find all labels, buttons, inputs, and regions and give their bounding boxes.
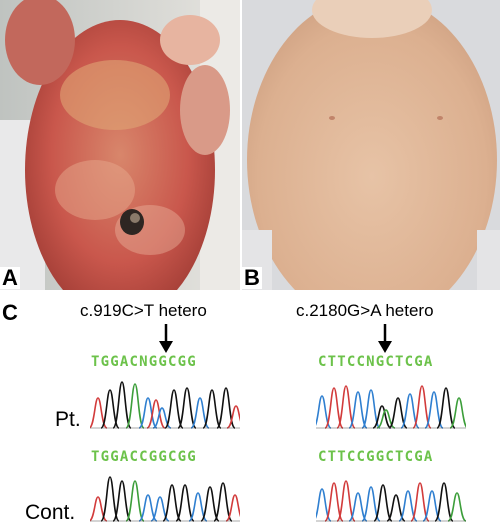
trace-peak xyxy=(336,480,356,522)
trace-peak xyxy=(190,397,210,429)
trace-peak xyxy=(112,381,132,429)
trace-peak xyxy=(324,482,344,522)
trace-peak xyxy=(175,484,195,522)
trace-peak xyxy=(398,490,418,522)
trace-peak xyxy=(361,486,381,522)
trace-peak xyxy=(100,476,120,522)
photo-panel-a xyxy=(0,0,240,290)
trace-peak xyxy=(125,383,145,429)
trace-peak xyxy=(422,490,442,522)
trace-peak xyxy=(449,397,466,429)
trace-peak xyxy=(386,494,406,522)
trace-peak xyxy=(112,480,132,522)
trace-peak xyxy=(447,492,466,522)
sequence-patient-2: CTTCCNGCTCGA xyxy=(318,354,434,370)
sequence-control-2: CTTCCGGCTCGA xyxy=(318,449,434,465)
trace-peak xyxy=(348,391,368,429)
trace-peak xyxy=(348,492,368,522)
trace-peak xyxy=(424,391,444,429)
trace-peak xyxy=(434,482,454,522)
sequence-patient-1: TGGACNGGCGG xyxy=(91,354,197,370)
trace-peak xyxy=(213,482,233,522)
trace-peak xyxy=(316,488,332,522)
trace-peak xyxy=(400,393,420,429)
trace-peak xyxy=(412,385,432,429)
chromatogram-patient-2 xyxy=(316,385,466,429)
row-label-control: Cont. xyxy=(25,501,76,524)
trace-peak xyxy=(202,389,222,429)
trace-peak xyxy=(372,405,392,429)
trace-peak xyxy=(324,387,344,429)
trace-peak xyxy=(410,482,430,522)
trace-peak xyxy=(125,480,145,522)
trace-peak xyxy=(164,389,184,429)
trace-peak xyxy=(162,484,182,522)
panel-label-b: B xyxy=(242,265,262,290)
trace-peak xyxy=(216,387,236,429)
trace-peak xyxy=(226,405,240,429)
trace-peak xyxy=(188,492,208,522)
trace-peak xyxy=(361,389,381,429)
chromatogram-control-2 xyxy=(316,480,466,522)
trace-peak xyxy=(146,399,166,429)
trace-peak xyxy=(90,397,108,429)
sequence-control-1: TGGACCGGCGG xyxy=(91,449,197,465)
photo-panel-b xyxy=(242,0,500,290)
mutation-label-2: c.2180G>A hetero xyxy=(296,301,434,320)
trace-peak xyxy=(316,395,332,429)
panel-label-a: A xyxy=(0,265,20,290)
arrow-down-icon xyxy=(378,324,392,353)
trace-peak xyxy=(100,389,120,429)
mutation-label-1: c.919C>T hetero xyxy=(80,301,207,320)
trace-peak xyxy=(200,486,220,522)
arrow-down-icon xyxy=(159,324,173,353)
chromatogram-control-1 xyxy=(90,476,240,522)
trace-peak xyxy=(138,494,158,522)
trace-peak xyxy=(138,397,158,429)
trace-peak xyxy=(388,397,408,429)
trace-peak xyxy=(177,387,197,429)
trace-peak xyxy=(436,387,456,429)
trace-peak xyxy=(373,484,393,522)
trace-peak xyxy=(225,494,240,522)
trace-peak xyxy=(336,385,356,429)
panel-label-c: C xyxy=(2,300,18,325)
chromatogram-patient-1 xyxy=(90,381,240,429)
row-label-patient: Pt. xyxy=(55,408,81,431)
